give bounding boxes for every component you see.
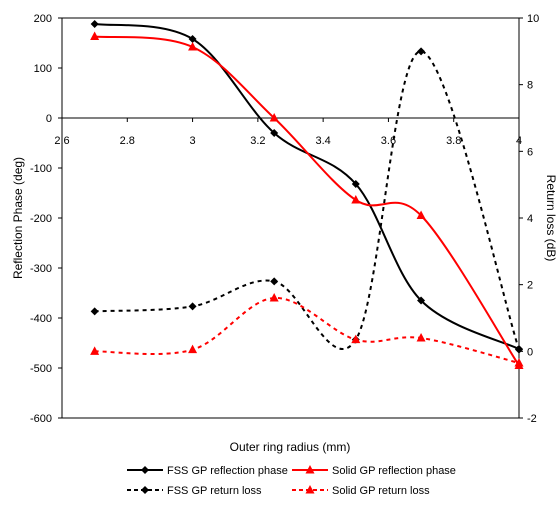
data-point bbox=[351, 334, 361, 344]
legend-marker bbox=[141, 486, 149, 494]
y-axis-title: Reflection Phase (deg) bbox=[11, 157, 25, 279]
x-tick-label: 3.6 bbox=[381, 135, 396, 147]
legend-label: Solid GP return loss bbox=[332, 485, 430, 497]
data-point bbox=[514, 358, 524, 367]
series-line bbox=[94, 296, 520, 364]
y2-tick-label: 0 bbox=[527, 346, 533, 358]
data-point bbox=[90, 307, 99, 316]
y2-tick-label: 10 bbox=[527, 13, 539, 25]
y2-tick-label: 8 bbox=[527, 80, 533, 92]
legend-entry: Solid GP reflection phase bbox=[292, 465, 456, 477]
data-point bbox=[188, 35, 197, 43]
data-point bbox=[188, 302, 197, 311]
series-line bbox=[94, 23, 520, 350]
y-tick-label: 0 bbox=[46, 113, 52, 125]
plot-area bbox=[61, 17, 520, 419]
legend: FSS GP reflection phase Solid GP reflecti… bbox=[127, 465, 456, 497]
legend-label: FSS GP reflection phase bbox=[167, 465, 288, 477]
x-tick-label: 4 bbox=[516, 135, 522, 147]
x-tick-label: 3.4 bbox=[315, 135, 330, 147]
series-layer bbox=[90, 20, 524, 369]
data-point bbox=[269, 113, 279, 122]
legend-entry: FSS GP reflection phase bbox=[127, 465, 288, 477]
series-line bbox=[94, 35, 520, 367]
legend-marker bbox=[305, 465, 315, 474]
x-tick-label: 2.8 bbox=[120, 135, 135, 147]
y2-axis-title: Return loss (dB) bbox=[544, 175, 558, 262]
y-tick-label: -100 bbox=[30, 163, 52, 175]
x-tick-label: 3.2 bbox=[250, 135, 265, 147]
data-point bbox=[417, 47, 426, 56]
series-4 bbox=[90, 293, 524, 367]
legend-marker bbox=[141, 466, 149, 474]
data-point bbox=[90, 20, 99, 28]
y2-tick-label: 6 bbox=[527, 146, 533, 158]
data-point bbox=[90, 346, 100, 355]
x-tick-label: 3.8 bbox=[446, 135, 461, 147]
legend-entry: Solid GP return loss bbox=[292, 485, 430, 497]
legend-label: Solid GP reflection phase bbox=[332, 465, 456, 477]
data-point bbox=[90, 31, 100, 40]
data-point bbox=[270, 277, 279, 286]
data-point bbox=[270, 129, 279, 137]
legend-label: FSS GP return loss bbox=[167, 485, 262, 497]
legend-marker bbox=[305, 485, 315, 494]
data-point bbox=[416, 210, 426, 219]
data-point bbox=[351, 195, 361, 204]
y2-tick-label: 2 bbox=[527, 280, 533, 292]
legend-entry: FSS GP return loss bbox=[127, 485, 262, 497]
data-point bbox=[188, 42, 198, 51]
x-tick-label: 3 bbox=[190, 135, 196, 147]
y-tick-label: 100 bbox=[34, 63, 52, 75]
tick-labels: 2.6 2.8 3 3.2 3.4 3.6 3.8 42001000-100-200-300-… bbox=[30, 13, 539, 425]
x-axis-title: Outer ring radius (mm) bbox=[230, 440, 351, 454]
y-tick-label: -500 bbox=[30, 363, 52, 375]
y-tick-label: 200 bbox=[34, 13, 52, 25]
data-point bbox=[515, 345, 523, 354]
y2-tick-label: -2 bbox=[527, 413, 537, 425]
y-tick-label: -200 bbox=[30, 213, 52, 225]
y-tick-label: -400 bbox=[30, 313, 52, 325]
data-point bbox=[188, 344, 198, 354]
series-1 bbox=[90, 20, 523, 353]
data-point bbox=[416, 333, 426, 342]
axes bbox=[58, 17, 523, 419]
data-point bbox=[351, 180, 360, 188]
y-tick-label: -300 bbox=[30, 263, 52, 275]
y2-tick-label: 4 bbox=[527, 213, 533, 225]
y-tick-label: -600 bbox=[30, 413, 52, 425]
x-tick-label: 2.6 bbox=[54, 135, 69, 147]
data-point bbox=[269, 293, 279, 302]
data-point bbox=[417, 296, 426, 305]
series-2 bbox=[90, 31, 524, 369]
